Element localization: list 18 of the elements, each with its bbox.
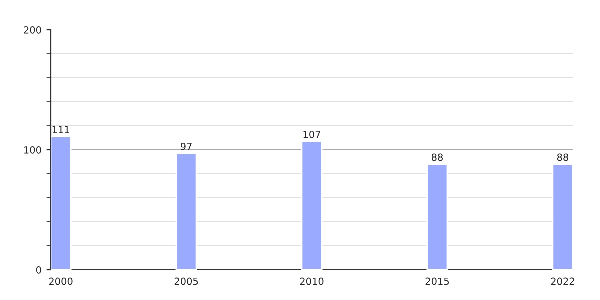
x-tick-label: 2015: [426, 278, 450, 286]
x-tick-label: 2005: [174, 278, 198, 286]
bar: [176, 152, 198, 270]
x-tick-label: 2010: [300, 278, 324, 286]
data-label: 111: [52, 126, 70, 134]
bar: [301, 140, 323, 270]
x-tick-label: 2022: [551, 278, 574, 286]
data-label: 107: [304, 130, 320, 138]
data-label: 97: [180, 142, 192, 150]
bar: [426, 164, 448, 270]
y-tick-label: 200: [24, 26, 42, 34]
bar: [552, 164, 573, 270]
data-label: 88: [557, 154, 568, 162]
y-tick-label: 0: [36, 266, 42, 274]
y-tick-label: 100: [24, 146, 42, 154]
bar: [51, 136, 72, 270]
data-label: 88: [432, 154, 443, 162]
x-tick-label: 2000: [49, 278, 73, 286]
